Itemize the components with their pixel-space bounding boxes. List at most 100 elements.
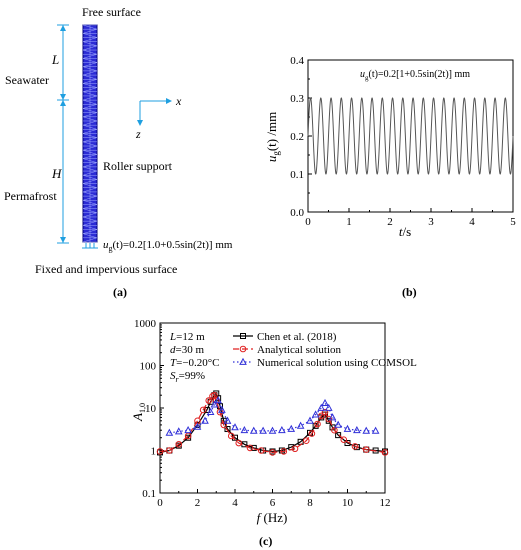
chart-c-point [325,415,333,423]
caption-b: (b) [402,285,417,299]
chart-c-point [239,345,247,353]
seawater-label: Seawater [5,73,49,87]
chart-c-point [343,424,352,432]
chart-c-legend-item: Analytical solution [233,344,342,356]
chart-c-point [353,425,361,434]
chart-c-point [240,425,249,434]
chart-c-point [371,426,380,434]
caption-a: (a) [113,285,127,299]
chart-b-xlabel: t/s [399,224,411,239]
chart-b-ytick-label: 0.4 [290,55,304,67]
chart-c-point [227,432,235,440]
base-input-arrows [82,243,98,249]
chart-c-point [321,408,329,416]
chart-c-point [201,416,209,424]
chart-c-point [240,333,246,339]
chart-c-point [206,407,215,416]
chart-c-point [328,413,337,421]
chart-c-point [312,422,319,429]
chart-c-point [165,428,174,436]
panel-a-schematic: Free surface L H Seawater Permafrost x [4,5,233,276]
chart-c-ytick-label: 1 [151,446,157,458]
chart-c-param: Sr=99% [170,370,205,384]
chart-c-point [351,443,359,450]
chart-c-point [166,447,173,454]
chart-c-xtick-label: 6 [270,497,276,509]
chart-c-point [184,432,192,440]
chart-c-point [224,426,231,433]
chart-c-xtick-label: 8 [307,497,313,509]
chart-c-point [291,445,299,453]
chart-c-xtick-label: 2 [195,497,201,509]
chart-b-annotation: ug(t)=0.2[1+0.5sin(2t)] mm [360,69,470,82]
free-surface-label: Free surface [82,5,141,19]
chart-c-point [214,396,222,404]
chart-c-legend-label: Numerical solution using COMSOL [257,357,417,369]
chart-c-point [175,440,183,448]
chart-c-legend-label: Chen et al. (2018) [257,331,337,343]
chart-c-legend-item: Numerical solution using COMSOL [233,357,417,369]
chart-c-point [231,423,239,431]
chart-b-ytick-label: 0.2 [290,131,304,143]
chart-b-xtick-label: 4 [469,216,475,228]
chart-c-ylabel: A1,0 [130,403,147,422]
chart-c-point [331,426,338,434]
chart-c-point [250,444,257,451]
chart-c-param: L=12 m [169,331,205,343]
coordinate-axes [137,98,172,126]
permafrost-label: Permafrost [4,189,57,203]
chart-c-point [235,439,243,447]
chart-c-legend: Chen et al. (2018)Analytical solutionNum… [233,331,417,369]
chart-c-point [259,426,267,434]
chart-c-legend-item: Chen et al. (2018) [233,331,337,343]
chart-b-xtick-label: 2 [387,216,393,228]
chart-b-series-line [307,97,514,175]
chart-c-parameters: L=12 md=30 mT=−0.20°CSr=99% [169,331,220,384]
chart-c-point [335,432,342,439]
caption-c: (c) [259,534,272,548]
chart-c-series [156,390,389,456]
L-dimension-label: L [51,52,59,67]
chart-c-xtick-label: 10 [342,497,354,509]
chart-c-point [340,436,348,443]
chart-c-xtick-label: 4 [232,497,238,509]
chart-b-xtick-label: 1 [346,216,352,228]
chart-c-point [257,447,265,454]
chart-c-ytick-label: 0.1 [142,488,156,500]
chart-c-point [203,406,210,413]
chart-c: 0 2 4 6 8 10 12 0.1 1 10 100 1000 L=12 md=30 mT=−0.… [130,318,417,525]
chart-c-point [199,406,207,414]
chart-c-point [174,427,183,435]
roller-support-label: Roller support [103,159,173,173]
chart-b-ytick-label: 0.3 [290,93,304,105]
chart-b-ylabel: ug(t) /mm [264,112,281,162]
chart-c-series-line [159,392,386,454]
chart-b-xtick-label: 3 [428,216,434,228]
chart-c-series-2 [156,391,389,456]
chart-c-point [239,357,247,365]
chart-c-point [210,400,219,408]
chart-c-point [193,422,202,430]
chart-c-series-1 [157,390,388,456]
input-motion-label: ug(t)=0.2[1.0+0.5sin(2t)] mm [103,239,233,253]
chart-c-series-3 [165,396,380,436]
chart-b-xtick-label: 0 [305,216,311,228]
chart-c-point [220,421,228,429]
chart-c-point [362,426,371,434]
chart-c-point [156,448,164,455]
chart-c-xlabel: f (Hz) [257,510,288,525]
chart-c-xtick-label: 12 [380,497,391,509]
chart-c-point [321,398,329,407]
chart-c-point [317,403,326,411]
chart-c-point [280,448,288,455]
chart-c-point [362,446,370,453]
chart-c-point [302,437,310,445]
z-axis-label: z [135,127,141,141]
chart-b-ytick-label: 0.1 [290,169,304,181]
H-dimension-label: H [51,166,62,181]
chart-b-ticks: 0 1 2 3 4 5 0.0 0.1 0.2 0.3 0.4 [290,55,516,228]
chart-c-point [278,425,286,434]
chart-c-param: d=30 m [170,344,204,356]
chart-b-xtick-label: 5 [510,216,516,228]
